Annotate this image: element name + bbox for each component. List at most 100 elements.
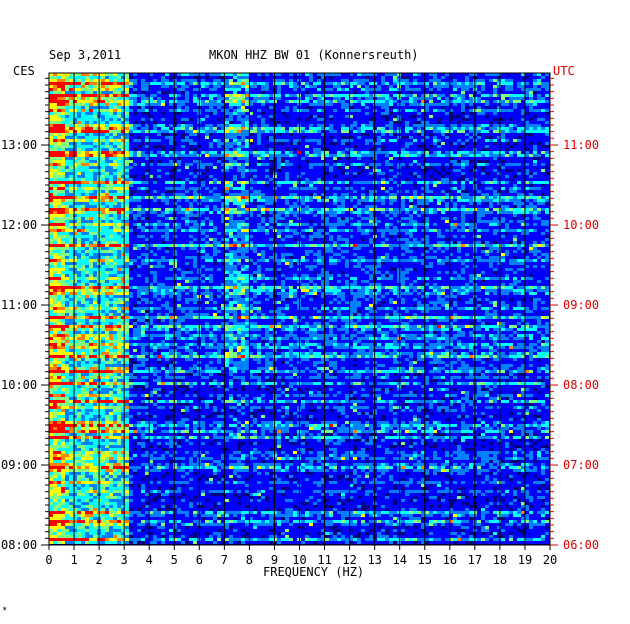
spectrogram-cell	[457, 190, 461, 193]
spectrogram-cell	[117, 106, 121, 109]
spectrogram-cell	[213, 82, 217, 85]
spectrogram-cell	[49, 106, 53, 109]
spectrogram-cell	[481, 115, 485, 118]
spectrogram-cell	[433, 73, 437, 76]
spectrogram-cell	[217, 151, 221, 154]
spectrogram-cell	[513, 163, 517, 166]
spectrogram-cell	[441, 187, 445, 190]
spectrogram-cell	[529, 160, 533, 163]
spectrogram-cell	[485, 163, 489, 166]
spectrogram-cell	[441, 190, 445, 193]
spectrogram-cell	[177, 154, 181, 157]
spectrogram-cell	[301, 109, 305, 112]
spectrogram-cell	[465, 79, 469, 82]
spectrogram-cell	[125, 145, 129, 148]
spectrogram-cell	[393, 166, 397, 169]
spectrogram-cell	[533, 160, 537, 163]
spectrogram-cell	[413, 166, 417, 169]
spectrogram-cell	[517, 88, 521, 91]
spectrogram-cell	[341, 142, 345, 145]
spectrogram-cell	[353, 151, 357, 154]
spectrogram-cell	[245, 88, 249, 91]
spectrogram-cell	[285, 181, 289, 184]
spectrogram-cell	[541, 151, 545, 154]
spectrogram-cell	[157, 109, 161, 112]
spectrogram-cell	[521, 148, 525, 151]
spectrogram-cell	[237, 100, 241, 103]
spectrogram-cell	[425, 124, 429, 127]
spectrogram-cell	[89, 181, 93, 184]
spectrogram-cell	[493, 175, 497, 178]
spectrogram-cell	[469, 172, 473, 175]
spectrogram-cell	[53, 145, 57, 148]
spectrogram-cell	[205, 124, 209, 127]
spectrogram-cell	[109, 199, 113, 202]
spectrogram-cell	[69, 148, 73, 151]
spectrogram-cell	[157, 142, 161, 145]
spectrogram-cell	[121, 184, 125, 187]
spectrogram-cell	[137, 151, 141, 154]
spectrogram-cell	[421, 193, 425, 196]
spectrogram-cell	[401, 94, 405, 97]
spectrogram-cell	[121, 85, 125, 88]
spectrogram-cell	[449, 91, 453, 94]
spectrogram-cell	[193, 199, 197, 202]
spectrogram-cell	[401, 184, 405, 187]
spectrogram-cell	[413, 97, 417, 100]
spectrogram-cell	[381, 97, 385, 100]
spectrogram-cell	[329, 148, 333, 151]
spectrogram-cell	[61, 196, 65, 199]
spectrogram-cell	[545, 151, 549, 154]
spectrogram-cell	[453, 109, 457, 112]
spectrogram-cell	[61, 115, 65, 118]
spectrogram-cell	[361, 94, 365, 97]
spectrogram-cell	[125, 121, 129, 124]
spectrogram-cell	[545, 175, 549, 178]
spectrogram-cell	[73, 181, 77, 184]
spectrogram-cell	[125, 181, 129, 184]
spectrogram-cell	[289, 148, 293, 151]
spectrogram-cell	[401, 169, 405, 172]
spectrogram-cell	[245, 103, 249, 106]
spectrogram-cell	[101, 151, 105, 154]
spectrogram-cell	[193, 97, 197, 100]
spectrogram-cell	[513, 115, 517, 118]
spectrogram-cell	[505, 112, 509, 115]
spectrogram-cell	[417, 127, 421, 130]
spectrogram-cell	[509, 112, 513, 115]
spectrogram-cell	[357, 124, 361, 127]
spectrogram-cell	[493, 193, 497, 196]
spectrogram-cell	[425, 106, 429, 109]
spectrogram-cell	[293, 139, 297, 142]
spectrogram-cell	[193, 106, 197, 109]
spectrogram-cell	[61, 106, 65, 109]
spectrogram-cell	[345, 151, 349, 154]
spectrogram-cell	[213, 76, 217, 79]
spectrogram-cell	[365, 82, 369, 85]
spectrogram-cell	[77, 163, 81, 166]
spectrogram-cell	[321, 184, 325, 187]
spectrogram-cell	[461, 127, 465, 130]
spectrogram-cell	[525, 154, 529, 157]
spectrogram-cell	[469, 109, 473, 112]
spectrogram-cell	[457, 136, 461, 139]
spectrogram-cell	[313, 118, 317, 121]
spectrogram-cell	[461, 163, 465, 166]
spectrogram-cell	[189, 166, 193, 169]
spectrogram-cell	[393, 112, 397, 115]
spectrogram-cell	[257, 178, 261, 181]
spectrogram-cell	[65, 88, 69, 91]
spectrogram-cell	[269, 193, 273, 196]
spectrogram-cell	[117, 97, 121, 100]
spectrogram-cell	[465, 73, 469, 76]
spectrogram-cell	[301, 157, 305, 160]
spectrogram-cell	[521, 181, 525, 184]
spectrogram-cell	[365, 109, 369, 112]
spectrogram-cell	[477, 118, 481, 121]
spectrogram-cell	[349, 154, 353, 157]
spectrogram-cell	[401, 85, 405, 88]
spectrogram-cell	[353, 172, 357, 175]
spectrogram-cell	[465, 112, 469, 115]
spectrogram-cell	[301, 139, 305, 142]
spectrogram-cell	[481, 151, 485, 154]
